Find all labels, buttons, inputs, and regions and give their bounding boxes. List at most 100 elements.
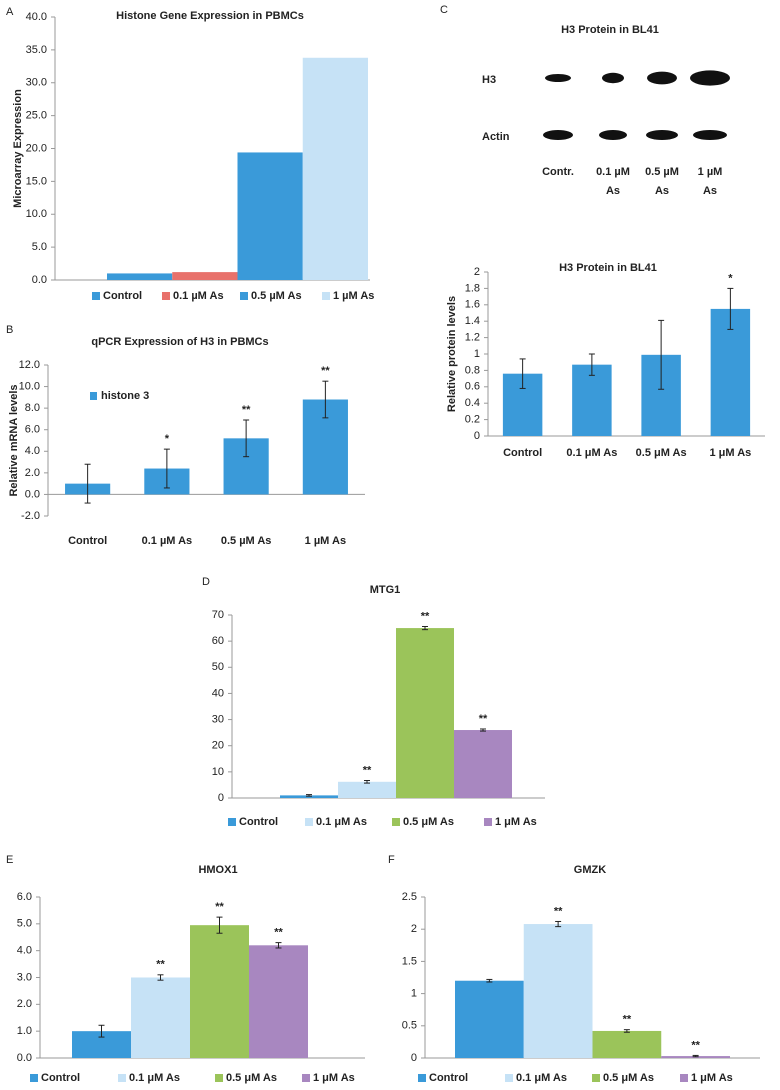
blot-band <box>690 70 730 86</box>
y-tick-label: 10.0 <box>19 380 40 392</box>
x-tick-label: Control <box>503 447 542 459</box>
error-bar <box>84 463 91 504</box>
legend-label: Control <box>103 290 142 302</box>
chart-title: Histone Gene Expression in PBMCs <box>116 10 304 22</box>
legend-swatch <box>30 1074 38 1082</box>
error-bar <box>275 942 282 949</box>
bar <box>190 925 249 1058</box>
chart-title: H3 Protein in BL41 <box>559 262 657 274</box>
blot-lane-label: 1 µM <box>698 166 723 178</box>
legend-label: Control <box>239 816 278 828</box>
blot-band <box>543 130 573 140</box>
bar <box>280 795 338 798</box>
error-bar <box>486 978 493 983</box>
error-bar <box>623 1029 630 1033</box>
significance: * <box>165 433 170 445</box>
y-axis-label: Microarray Expression <box>12 89 24 208</box>
y-tick-label: 5.0 <box>17 918 32 930</box>
legend-label: Control <box>41 1072 80 1084</box>
y-tick-label: 8.0 <box>25 402 40 414</box>
bar <box>237 152 303 280</box>
legend-swatch <box>484 818 492 826</box>
legend-swatch <box>680 1074 688 1082</box>
panel-label: C <box>440 4 448 16</box>
error-bar <box>588 353 595 376</box>
error-bar <box>364 779 370 784</box>
blot-row-label: H3 <box>482 74 496 86</box>
bar <box>592 1030 662 1058</box>
y-tick-label: 20.0 <box>26 142 47 154</box>
y-tick-label: 1.8 <box>465 282 480 294</box>
y-tick-label: 60 <box>212 635 224 647</box>
legend-label: 1 μM As <box>495 816 537 828</box>
significance: ** <box>274 927 283 939</box>
y-tick-label: 1.2 <box>465 332 480 344</box>
y-axis-label: Relative mRNA levels <box>8 384 20 496</box>
bar <box>572 364 612 436</box>
legend-swatch <box>418 1074 426 1082</box>
blot-row-label: Actin <box>482 131 510 143</box>
error-bar <box>322 380 329 419</box>
legend-swatch <box>240 292 248 300</box>
error-bar <box>519 358 526 389</box>
legend-swatch <box>302 1074 310 1082</box>
y-tick-label: 0.0 <box>25 488 40 500</box>
y-tick-label: 15.0 <box>26 175 47 187</box>
bar <box>249 945 308 1058</box>
error-bar <box>692 1054 699 1058</box>
blot-band <box>545 74 571 82</box>
y-tick-label: 2 <box>474 266 480 278</box>
y-tick-label: 2.0 <box>25 467 40 479</box>
blot-band <box>647 71 677 85</box>
y-tick-label: 70 <box>212 609 224 621</box>
legend-label: 0.1 µM As <box>173 290 224 302</box>
panel-label: B <box>6 324 13 336</box>
legend-label: Control <box>429 1072 468 1084</box>
legend-label: 0.1 μM As <box>316 816 367 828</box>
significance: ** <box>554 905 563 917</box>
y-tick-label: 0 <box>474 430 480 442</box>
significance: ** <box>156 959 165 971</box>
chart-title: GMZK <box>574 864 606 876</box>
y-tick-label: 1 <box>411 988 417 1000</box>
x-tick-label: 0.1 μM As <box>566 447 617 459</box>
legend-label: 0.5 μM As <box>603 1072 654 1084</box>
legend-label: 1 μM As <box>313 1072 355 1084</box>
panel-label: F <box>388 854 395 866</box>
error-bar <box>480 728 486 732</box>
y-tick-label: 1.6 <box>465 299 480 311</box>
legend-swatch <box>322 292 330 300</box>
error-bar <box>243 419 250 458</box>
y-tick-label: 1.5 <box>402 955 417 967</box>
significance: * <box>728 272 733 284</box>
x-tick-label: 1 µM As <box>305 535 346 547</box>
y-tick-label: 30.0 <box>26 77 47 89</box>
error-bar <box>163 448 170 489</box>
chart-title: MTG1 <box>370 584 401 596</box>
y-tick-label: 2 <box>411 923 417 935</box>
blot-lane-label: 0.5 µM <box>645 166 679 178</box>
y-tick-label: 50 <box>212 661 224 673</box>
y-tick-label: 0.8 <box>465 364 480 376</box>
chart-title: qPCR Expression of H3 in PBMCs <box>91 336 268 348</box>
error-bar <box>216 916 223 934</box>
y-tick-label: 0.2 <box>465 414 480 426</box>
y-tick-label: 25.0 <box>26 110 47 122</box>
bar <box>338 781 396 798</box>
legend-label: 0.5 μM As <box>403 816 454 828</box>
y-tick-label: 0.0 <box>17 1052 32 1064</box>
x-tick-label: 0.5 μM As <box>636 447 687 459</box>
blot-band <box>646 130 678 140</box>
blot-lane-label: As <box>606 185 620 197</box>
bar <box>455 980 524 1058</box>
y-tick-label: 20 <box>212 740 224 752</box>
legend-swatch <box>392 818 400 826</box>
x-tick-label: Control <box>68 535 107 547</box>
bar <box>107 273 173 280</box>
significance: ** <box>479 713 488 725</box>
panel-label: D <box>202 576 210 588</box>
blot-lane-label: 0.1 µM <box>596 166 630 178</box>
legend-label: histone 3 <box>101 390 149 402</box>
legend-label: 0.5 µM As <box>251 290 302 302</box>
